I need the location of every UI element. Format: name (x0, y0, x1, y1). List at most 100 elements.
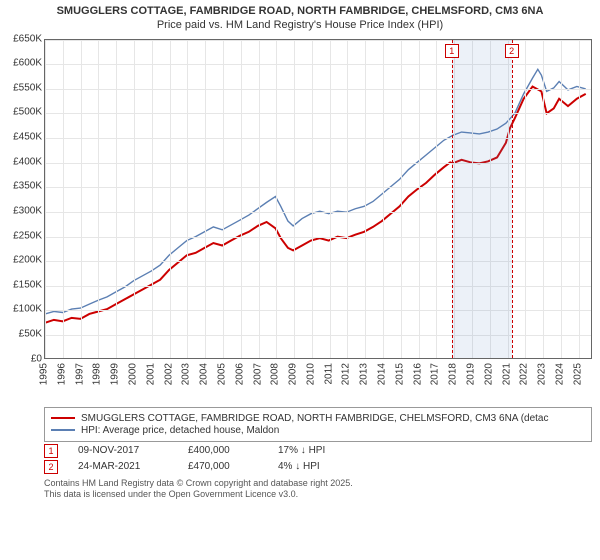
sale-date: 24-MAR-2021 (78, 461, 168, 472)
title-line-1: SMUGGLERS COTTAGE, FAMBRIDGE ROAD, NORTH… (8, 4, 592, 18)
x-axis-label: 2003 (181, 363, 192, 385)
gridline-v (187, 40, 188, 358)
gridline-v (45, 40, 46, 358)
x-axis-label: 2000 (127, 363, 138, 385)
y-axis-label: £650K (2, 33, 42, 44)
gridline-v (241, 40, 242, 358)
gridline-v (383, 40, 384, 358)
gridline-v (525, 40, 526, 358)
x-axis-label: 2010 (305, 363, 316, 385)
gridline-v (312, 40, 313, 358)
gridline-v (259, 40, 260, 358)
footer: Contains HM Land Registry data © Crown c… (44, 478, 592, 501)
gridline-v (436, 40, 437, 358)
gridline-v (347, 40, 348, 358)
sales-block: 1 09-NOV-2017 £400,000 17% ↓ HPI 2 24-MAR-202… (0, 444, 600, 474)
sale-row-2: 2 24-MAR-2021 £470,000 4% ↓ HPI (44, 460, 592, 474)
x-axis-label: 2023 (537, 363, 548, 385)
legend-swatch (51, 417, 75, 419)
x-axis-label: 1998 (92, 363, 103, 385)
y-axis-label: £450K (2, 132, 42, 143)
x-axis-label: 1996 (56, 363, 67, 385)
gridline-v (276, 40, 277, 358)
y-axis-label: £500K (2, 107, 42, 118)
x-axis-label: 2012 (341, 363, 352, 385)
gridline-v (223, 40, 224, 358)
legend-swatch (51, 429, 75, 431)
y-axis-label: £600K (2, 58, 42, 69)
sale-date: 09-NOV-2017 (78, 445, 168, 456)
x-axis-label: 2022 (519, 363, 530, 385)
marker-badge-2: 2 (505, 44, 519, 58)
x-axis-label: 2004 (199, 363, 210, 385)
x-axis-label: 2001 (145, 363, 156, 385)
y-axis-label: £550K (2, 82, 42, 93)
x-axis-label: 2014 (377, 363, 388, 385)
y-axis-label: £200K (2, 255, 42, 266)
x-axis-label: 2025 (572, 363, 583, 385)
y-axis-label: £100K (2, 304, 42, 315)
gridline-v (401, 40, 402, 358)
gridline-v (116, 40, 117, 358)
chart-title: SMUGGLERS COTTAGE, FAMBRIDGE ROAD, NORTH… (0, 0, 600, 35)
gridline-v (170, 40, 171, 358)
sale-diff: 4% ↓ HPI (278, 461, 320, 472)
marker-line-2 (512, 40, 513, 358)
gridline-v (63, 40, 64, 358)
x-axis-label: 1995 (39, 363, 50, 385)
footer-line-2: This data is licensed under the Open Gov… (44, 489, 592, 501)
gridline-v (98, 40, 99, 358)
sale-diff: 17% ↓ HPI (278, 445, 325, 456)
gridline-v (561, 40, 562, 358)
x-axis-label: 1999 (110, 363, 121, 385)
x-axis-label: 2017 (430, 363, 441, 385)
x-axis-label: 2018 (448, 363, 459, 385)
legend-label: SMUGGLERS COTTAGE, FAMBRIDGE ROAD, NORTH… (81, 413, 548, 424)
sale-row-1: 1 09-NOV-2017 £400,000 17% ↓ HPI (44, 444, 592, 458)
gridline-v (152, 40, 153, 358)
legend-item-hpi: HPI: Average price, detached house, Mald… (51, 425, 585, 436)
marker-line-1 (452, 40, 453, 358)
chart-container: 12 £0£50K£100K£150K£200K£250K£300K£350K£… (0, 35, 600, 405)
x-axis-label: 2002 (163, 363, 174, 385)
sale-price: £400,000 (188, 445, 258, 456)
shade-band (452, 40, 512, 358)
gridline-v (294, 40, 295, 358)
y-axis-label: £400K (2, 156, 42, 167)
gridline-v (81, 40, 82, 358)
y-axis-label: £250K (2, 230, 42, 241)
title-line-2: Price paid vs. HM Land Registry's House … (8, 18, 592, 32)
x-axis-label: 2024 (554, 363, 565, 385)
y-axis-label: £0 (2, 353, 42, 364)
footer-line-1: Contains HM Land Registry data © Crown c… (44, 478, 592, 490)
sale-badge: 1 (44, 444, 58, 458)
x-axis-label: 1997 (74, 363, 85, 385)
x-axis-label: 2020 (483, 363, 494, 385)
x-axis-label: 2011 (323, 363, 334, 385)
x-axis-label: 2013 (359, 363, 370, 385)
marker-badge-1: 1 (445, 44, 459, 58)
gridline-v (579, 40, 580, 358)
gridline-v (365, 40, 366, 358)
x-axis-label: 2019 (466, 363, 477, 385)
y-axis-label: £50K (2, 328, 42, 339)
gridline-v (205, 40, 206, 358)
x-axis-label: 2008 (270, 363, 281, 385)
sale-badge: 2 (44, 460, 58, 474)
legend: SMUGGLERS COTTAGE, FAMBRIDGE ROAD, NORTH… (44, 407, 592, 442)
x-axis-label: 2005 (216, 363, 227, 385)
gridline-v (330, 40, 331, 358)
x-axis-label: 2007 (252, 363, 263, 385)
plot-area: 12 (44, 39, 592, 359)
y-axis-label: £350K (2, 181, 42, 192)
sale-price: £470,000 (188, 461, 258, 472)
x-axis-label: 2016 (412, 363, 423, 385)
x-axis-label: 2021 (501, 363, 512, 385)
x-axis-label: 2006 (234, 363, 245, 385)
x-axis-label: 2009 (288, 363, 299, 385)
gridline-v (134, 40, 135, 358)
legend-label: HPI: Average price, detached house, Mald… (81, 425, 279, 436)
y-axis-label: £300K (2, 205, 42, 216)
x-axis-label: 2015 (394, 363, 405, 385)
gridline-v (419, 40, 420, 358)
